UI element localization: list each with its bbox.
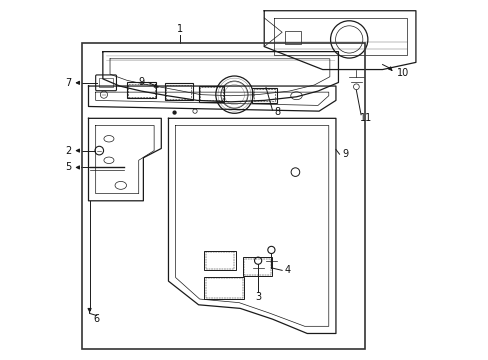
Text: 11: 11 (359, 113, 371, 123)
Bar (284, 31, 300, 44)
Bar (242, 257, 271, 276)
Bar (198, 86, 224, 102)
Bar (128, 84, 155, 97)
Text: 9: 9 (342, 149, 348, 159)
Text: 10: 10 (396, 68, 408, 78)
Bar (82, 43, 364, 349)
Bar (200, 87, 223, 100)
Text: 5: 5 (65, 162, 71, 172)
Text: 2: 2 (65, 145, 71, 156)
Bar (99, 78, 113, 87)
Text: 1: 1 (177, 24, 183, 35)
Text: 4: 4 (284, 265, 290, 275)
Bar (205, 252, 234, 269)
Bar (164, 83, 192, 100)
Bar (166, 85, 191, 99)
Bar (244, 259, 270, 275)
Text: 7: 7 (65, 78, 71, 88)
Text: 6: 6 (94, 314, 100, 324)
Text: 8: 8 (274, 107, 280, 117)
Bar (205, 278, 243, 298)
Bar (204, 251, 235, 270)
Bar (253, 89, 275, 102)
Bar (252, 88, 276, 103)
Text: 9: 9 (138, 77, 144, 87)
Bar (126, 82, 156, 98)
Bar (204, 277, 244, 299)
Circle shape (173, 111, 176, 114)
Text: 3: 3 (255, 292, 261, 302)
